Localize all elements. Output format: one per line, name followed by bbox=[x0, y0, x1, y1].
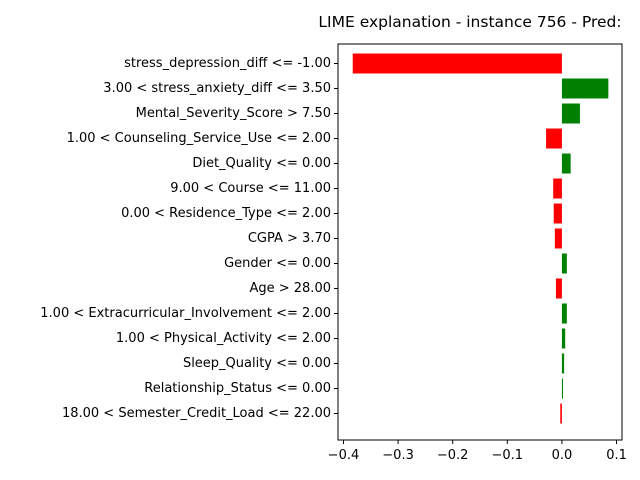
bar-9 bbox=[555, 278, 562, 299]
chart-title: LIME explanation - instance 756 - Pred: bbox=[318, 13, 621, 31]
x-tick-label-5: 0.1 bbox=[606, 448, 627, 463]
y-tick-labels: stress_depression_diff <= -1.00 3.00 < st… bbox=[40, 56, 338, 421]
y-tick-label-3: 1.00 < Counseling_Service_Use <= 2.00 bbox=[67, 131, 331, 146]
bars-group bbox=[352, 53, 609, 424]
x-tick-label-1: −0.3 bbox=[382, 448, 414, 463]
bar-6 bbox=[553, 203, 562, 224]
x-axis-ticks: −0.4 −0.3 −0.2 −0.1 0.0 0.1 bbox=[328, 440, 627, 463]
x-tick-label-4: 0.0 bbox=[552, 448, 573, 463]
y-tick-label-9: Age > 28.00 bbox=[249, 281, 331, 296]
y-tick-label-12: Sleep_Quality <= 0.00 bbox=[183, 356, 331, 371]
bar-8 bbox=[561, 253, 567, 274]
bar-11 bbox=[561, 328, 566, 349]
y-tick-label-5: 9.00 < Course <= 11.00 bbox=[170, 181, 331, 196]
y-tick-label-2: Mental_Severity_Score > 7.50 bbox=[136, 106, 331, 121]
bar-0 bbox=[352, 53, 562, 74]
bar-14 bbox=[560, 403, 562, 424]
bar-12 bbox=[561, 353, 565, 374]
bar-10 bbox=[561, 303, 567, 324]
bar-5 bbox=[553, 178, 562, 199]
y-tick-label-7: CGPA > 3.70 bbox=[248, 231, 331, 246]
y-tick-label-14: 18.00 < Semester_Credit_Load <= 22.00 bbox=[62, 406, 331, 421]
y-tick-label-13: Relationship_Status <= 0.00 bbox=[144, 381, 331, 396]
bar-3 bbox=[546, 128, 562, 149]
bar-7 bbox=[554, 228, 562, 249]
bar-1 bbox=[561, 78, 609, 99]
y-tick-label-8: Gender <= 0.00 bbox=[224, 256, 331, 271]
y-tick-label-11: 1.00 < Physical_Activity <= 2.00 bbox=[116, 331, 331, 346]
y-tick-label-6: 0.00 < Residence_Type <= 2.00 bbox=[121, 206, 331, 221]
y-tick-label-1: 3.00 < stress_anxiety_diff <= 3.50 bbox=[103, 81, 331, 96]
y-tick-label-0: stress_depression_diff <= -1.00 bbox=[124, 56, 331, 71]
y-tick-label-10: 1.00 < Extracurricular_Involvement <= 2.… bbox=[40, 306, 331, 321]
x-tick-label-2: −0.2 bbox=[437, 448, 469, 463]
bar-13 bbox=[561, 378, 564, 399]
y-tick-label-4: Diet_Quality <= 0.00 bbox=[192, 156, 331, 171]
bar-4 bbox=[561, 153, 571, 174]
x-tick-label-0: −0.4 bbox=[328, 448, 360, 463]
x-tick-label-3: −0.1 bbox=[492, 448, 524, 463]
bar-2 bbox=[561, 103, 580, 124]
plot-frame bbox=[337, 43, 623, 441]
